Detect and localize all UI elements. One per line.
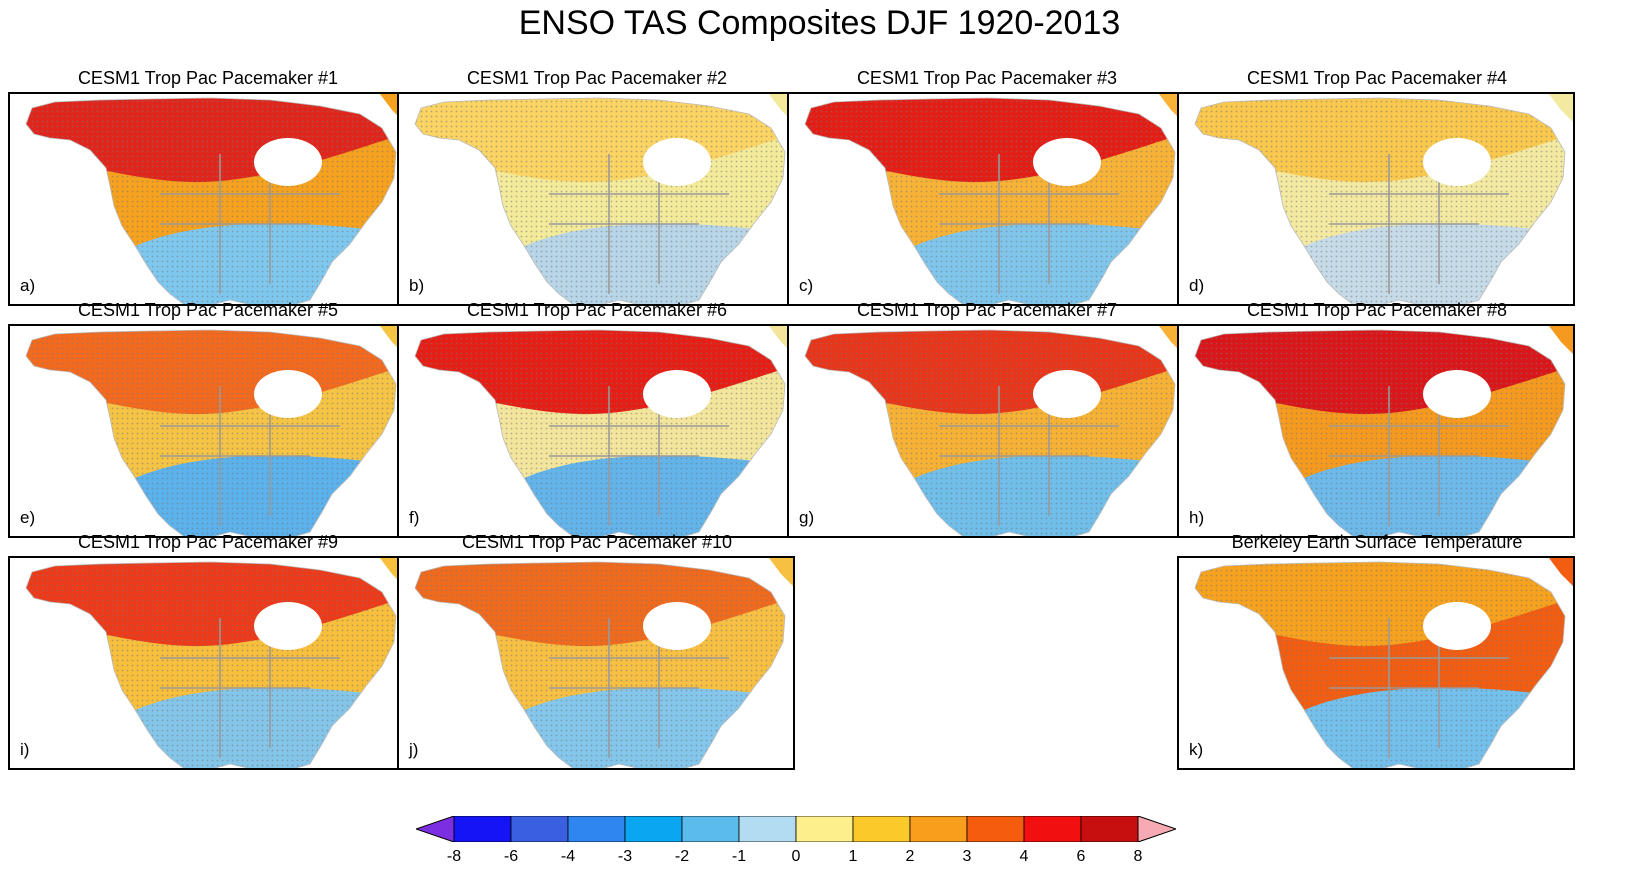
map-panel: c) (787, 92, 1185, 306)
panel-title: CESM1 Trop Pac Pacemaker #9 (77, 532, 339, 552)
panel-label: j) (409, 740, 419, 759)
panel-label: k) (1189, 740, 1204, 759)
panel-title: Berkeley Earth Surface Temperature (1231, 532, 1523, 552)
map-panel: g) (787, 324, 1185, 538)
map-panel: h) (1177, 324, 1575, 538)
colorbar (416, 816, 1176, 842)
colorbar-bin (510, 816, 569, 842)
panel-label: e) (20, 508, 36, 527)
colorbar-bin (624, 816, 683, 842)
panel-title: CESM1 Trop Pac Pacemaker #1 (77, 68, 339, 88)
map-panel: f) (397, 324, 795, 538)
panel-label: a) (20, 276, 36, 295)
panel-title: CESM1 Trop Pac Pacemaker #8 (1246, 300, 1508, 320)
colorbar-tick-label: -6 (503, 848, 519, 865)
panel-title: CESM1 Trop Pac Pacemaker #10 (461, 532, 733, 552)
colorbar-tick-label: 1 (848, 848, 858, 865)
panel-title: CESM1 Trop Pac Pacemaker #3 (856, 68, 1118, 88)
figure-title: ENSO TAS Composites DJF 1920-2013 (518, 4, 1121, 42)
colorbar-max-triangle (1137, 816, 1176, 842)
colorbar-tick-label: -3 (617, 848, 633, 865)
colorbar-bin (453, 816, 512, 842)
panel-label: c) (799, 276, 814, 295)
colorbar-min-triangle (416, 816, 455, 842)
colorbar-bin (681, 816, 740, 842)
map-panel: d) (1177, 92, 1575, 306)
panel-label: g) (799, 508, 815, 527)
colorbar-bin (966, 816, 1025, 842)
colorbar-bin (567, 816, 626, 842)
panel-title: CESM1 Trop Pac Pacemaker #6 (466, 300, 728, 320)
panel-title: CESM1 Trop Pac Pacemaker #7 (856, 300, 1118, 320)
colorbar-bin (909, 816, 968, 842)
colorbar-tick-label: 8 (1133, 848, 1143, 865)
panel-label: i) (20, 740, 30, 759)
colorbar-bin (852, 816, 911, 842)
colorbar-tick-label: 2 (905, 848, 915, 865)
colorbar-tick-label: -8 (446, 848, 462, 865)
map-panel: i) (8, 556, 406, 770)
map-panel: j) (397, 556, 795, 770)
colorbar-tick-label: 3 (962, 848, 972, 865)
panel-title: CESM1 Trop Pac Pacemaker #4 (1246, 68, 1508, 88)
panel-title: CESM1 Trop Pac Pacemaker #5 (77, 300, 339, 320)
map-panel: a) (8, 92, 406, 306)
map-panel: b) (397, 92, 795, 306)
map-panel: e) (8, 324, 406, 538)
colorbar-bin (1023, 816, 1082, 842)
panel-label: h) (1189, 508, 1205, 527)
colorbar-tick-label: 0 (791, 848, 801, 865)
colorbar-tick-label: -2 (674, 848, 690, 865)
panel-title: CESM1 Trop Pac Pacemaker #2 (466, 68, 728, 88)
panel-label: d) (1189, 276, 1205, 295)
colorbar-bin (795, 816, 854, 842)
colorbar-tick-label: 4 (1019, 848, 1029, 865)
colorbar-tick-label: -4 (560, 848, 576, 865)
panel-label: f) (409, 508, 420, 527)
colorbar-tick-label: -1 (731, 848, 747, 865)
colorbar-bin (1080, 816, 1139, 842)
colorbar-bin (738, 816, 797, 842)
colorbar-tick-label: 6 (1076, 848, 1086, 865)
map-panel: k) (1177, 556, 1575, 770)
panel-label: b) (409, 276, 425, 295)
